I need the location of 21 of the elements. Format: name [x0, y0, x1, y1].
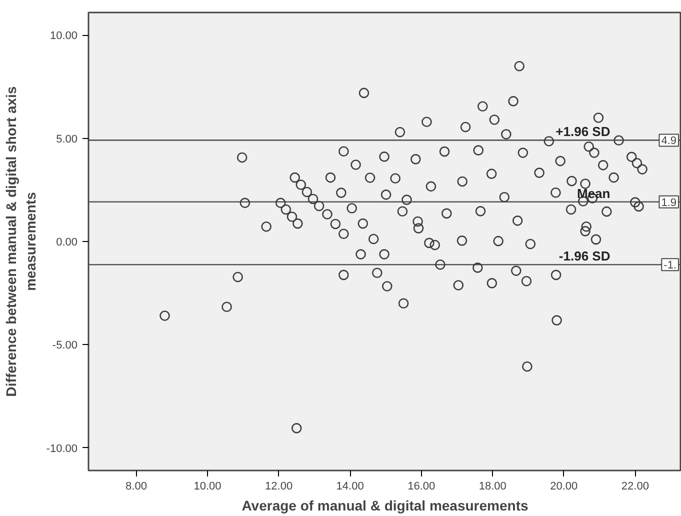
- y-tick-label: 0.00: [56, 236, 78, 248]
- x-axis-title: Average of manual & digital measurements: [242, 498, 528, 514]
- x-tick-label: 8.00: [126, 480, 147, 492]
- y-tick-label: 5.00: [56, 133, 78, 146]
- y-tick-label: 10.00: [50, 30, 78, 42]
- y-tick-label: -10.00: [46, 442, 78, 455]
- y-axis-title: Difference between manual & digital short axis measurements: [3, 86, 38, 397]
- ref-line-label: -1.96 SD: [558, 248, 610, 264]
- x-tick-label: 18.00: [478, 480, 506, 492]
- x-tick-label: 22.00: [621, 480, 649, 492]
- annotation: 1.9: [661, 196, 677, 209]
- x-tick-label: 20.00: [550, 480, 578, 492]
- x-tick-label: 16.00: [408, 480, 436, 492]
- y-tick-label: -5.00: [52, 340, 78, 352]
- annotation: 4.9: [661, 135, 677, 148]
- x-tick-label: 12.00: [265, 480, 293, 492]
- ref-line-label: +1.96 SD: [556, 124, 610, 140]
- ref-line-label: Mean: [576, 186, 610, 201]
- annotation: -1.: [664, 260, 677, 272]
- x-tick-label: 10.00: [194, 480, 222, 492]
- x-tick-label: 14.00: [336, 480, 364, 492]
